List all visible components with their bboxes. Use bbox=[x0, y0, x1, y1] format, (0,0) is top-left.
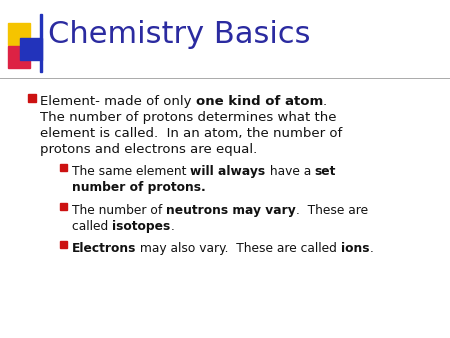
Text: .: . bbox=[171, 220, 174, 233]
Bar bbox=[28, 94, 36, 102]
Text: called: called bbox=[72, 220, 112, 233]
Bar bbox=[20, 38, 42, 60]
Text: Chemistry Basics: Chemistry Basics bbox=[48, 20, 310, 49]
Text: may also vary.  These are called: may also vary. These are called bbox=[136, 242, 341, 255]
Text: The number of: The number of bbox=[72, 204, 166, 217]
Bar bbox=[60, 164, 67, 171]
Text: The same element: The same element bbox=[72, 165, 190, 178]
Text: ions: ions bbox=[341, 242, 369, 255]
Text: protons and electrons are equal.: protons and electrons are equal. bbox=[40, 143, 257, 156]
Text: The number of protons determines what the: The number of protons determines what th… bbox=[40, 111, 337, 124]
Bar bbox=[40, 14, 41, 72]
Text: neutrons may vary: neutrons may vary bbox=[166, 204, 296, 217]
Text: have a: have a bbox=[266, 165, 315, 178]
Text: one kind of atom: one kind of atom bbox=[196, 95, 323, 108]
Bar bbox=[8, 46, 30, 68]
Text: .: . bbox=[369, 242, 374, 255]
Bar bbox=[60, 203, 67, 210]
Text: will always: will always bbox=[190, 165, 266, 178]
Bar bbox=[60, 241, 67, 248]
Text: .: . bbox=[323, 95, 327, 108]
Text: Element- made of only: Element- made of only bbox=[40, 95, 196, 108]
Text: .  These are: . These are bbox=[296, 204, 368, 217]
Text: element is called.  In an atom, the number of: element is called. In an atom, the numbe… bbox=[40, 127, 342, 140]
Bar bbox=[8, 23, 30, 45]
Text: set: set bbox=[315, 165, 336, 178]
Text: Electrons: Electrons bbox=[72, 242, 136, 255]
Text: number of protons.: number of protons. bbox=[72, 182, 206, 194]
Text: isotopes: isotopes bbox=[112, 220, 171, 233]
